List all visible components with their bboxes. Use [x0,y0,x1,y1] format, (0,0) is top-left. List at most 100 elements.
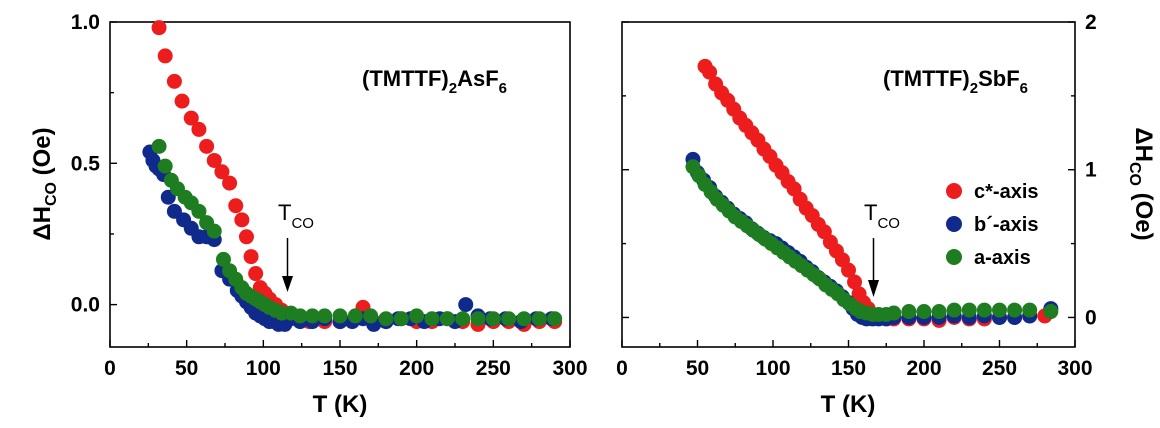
left-y-tick-label: 0.5 [71,152,101,175]
left-data-point [458,297,474,313]
right-x-axis-title: T (K) [821,391,876,418]
left-data-point [166,73,182,89]
left-data-point [531,311,547,327]
left-x-tick-label: 50 [175,357,198,380]
right-data-point [702,64,718,80]
left-data-point [214,164,230,180]
right-panel: 0 50 100 150 200 250 300 012 (TMTTF)2SbF6 TCO … [616,11,1157,418]
left-data-point [317,308,333,324]
left-data-point [238,229,254,245]
right-data-point [1022,302,1038,318]
left-series-1 [142,144,560,332]
left-data-point [183,110,199,126]
left-data-point [151,20,167,36]
left-panel: 0 50 100 150 200 250 300 0.0 0.5 1.0 (TMTTF)2AsF… [29,11,588,418]
left-data-point [547,311,563,327]
left-x-tick-label: 250 [476,357,511,380]
left-y-ticks: 0.0 0.5 1.0 [71,11,117,317]
left-y-tick-label: 1.0 [71,11,100,34]
right-x-ticks: 0 50 100 150 200 250 300 [616,340,1093,380]
right-data-point [901,304,917,320]
left-x-axis-title: T (K) [313,391,368,418]
right-x-tick-label: 50 [686,357,709,380]
legend-label: a-axis [974,247,1031,269]
legend-marker [946,216,962,232]
left-data-point [199,138,215,154]
left-data-point [485,311,501,327]
legend-marker [946,249,962,265]
right-data-points [685,58,1059,328]
right-data-point [841,262,856,278]
right-y-tick-label: 2 [1085,11,1097,34]
right-data-point [1043,304,1059,320]
left-data-point [157,48,173,64]
legend-marker [946,183,962,199]
left-tco-arrow-head [282,276,293,292]
right-panel-title: (TMTTF)2SbF6 [883,66,1028,97]
left-data-point [501,311,517,327]
left-data-points [142,20,563,332]
left-y-tick-label: 0.0 [71,294,100,317]
right-data-point [886,305,902,321]
right-data-point [1007,302,1023,318]
right-data-point [976,302,992,318]
left-x-ticks: 0 50 100 150 200 250 300 [104,340,588,380]
right-y-tick-label: 0 [1085,306,1097,329]
left-series-2 [151,138,563,327]
left-data-point [157,158,173,174]
right-tco-label: TCO [864,200,900,232]
right-x-tick-label: 300 [1057,357,1092,380]
left-data-point [332,308,348,324]
left-data-point [516,311,532,327]
legend-label: b´-axis [974,214,1038,236]
right-x-tick-label: 200 [906,357,941,380]
legend-label: c*-axis [974,181,1039,203]
left-data-point [191,203,207,219]
legend: c*-axis b´-axis a-axis [946,181,1039,269]
left-data-point [215,251,231,267]
left-x-tick-label: 100 [246,357,281,380]
left-data-point [234,212,250,228]
right-data-point [992,302,1007,318]
left-data-point [222,175,238,191]
left-data-point [409,308,425,324]
right-series-2 [685,159,1059,322]
left-data-point [243,249,259,265]
right-tco-annotation: TCO [864,200,900,297]
right-x-tick-label: 100 [755,357,790,380]
left-x-tick-label: 150 [322,357,357,380]
right-series-1 [685,151,1059,327]
left-y-axis-title: ΔHCO (Oe) [29,127,60,240]
left-data-point [248,266,264,282]
right-data-point [916,304,932,320]
right-data-point [946,302,962,318]
left-data-point [206,223,222,239]
left-data-point [455,311,471,327]
right-data-point [961,302,977,318]
right-y-tick-label: 1 [1085,159,1097,182]
left-series-0 [151,20,563,332]
left-tco-label: TCO [278,200,314,232]
left-x-tick-label: 300 [552,357,587,380]
right-tco-arrow-head [868,280,879,297]
right-x-tick-label: 150 [831,357,866,380]
right-x-tick-label: 0 [616,357,628,380]
left-data-point [347,308,363,324]
right-y-axis-title: ΔHCO (Oe) [1126,127,1157,240]
left-x-tick-label: 200 [399,357,434,380]
left-tco-annotation: TCO [278,200,314,292]
left-data-point [363,308,379,324]
left-data-point [191,121,207,137]
right-data-point [931,304,947,320]
left-data-point [292,308,308,324]
left-data-point [206,152,222,168]
left-data-point [304,308,320,324]
left-data-point [439,311,455,327]
left-panel-title: (TMTTF)2AsF6 [362,66,507,97]
right-data-point [847,274,863,290]
left-x-tick-label: 0 [104,357,116,380]
left-data-point [424,311,440,327]
left-data-point [470,311,486,327]
left-data-point [228,198,244,214]
